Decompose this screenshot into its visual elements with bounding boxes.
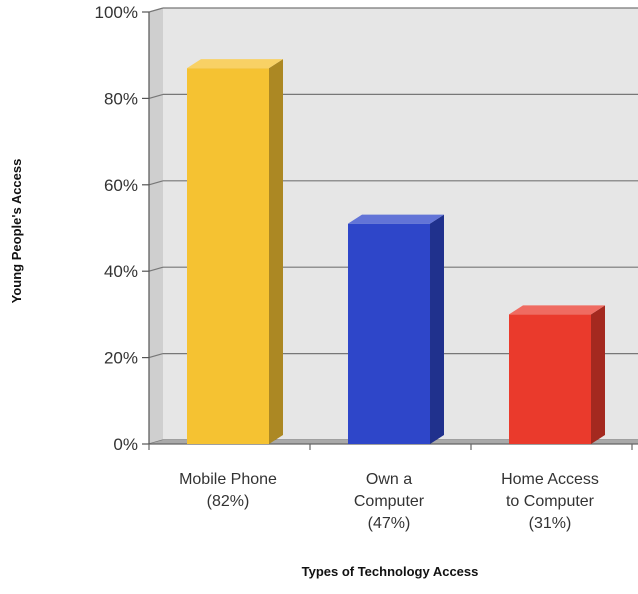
gridline-side <box>148 353 164 359</box>
x-tick-label-line: (47%) <box>368 515 411 532</box>
x-tick-label: Home Access to Computer (31%) <box>501 471 599 532</box>
bar <box>187 68 269 444</box>
x-tick-label: Mobile Phone (82%) <box>179 471 277 510</box>
y-axis: 0% 20% 40% 60% 80% 100% <box>95 3 633 454</box>
x-tick-label-line: Mobile Phone <box>179 471 277 488</box>
side-wall <box>149 8 163 444</box>
y-tick-label: 60% <box>104 176 138 195</box>
gridline-side <box>148 7 164 13</box>
y-axis-title: Young People's Access <box>9 159 24 304</box>
x-tick-label-line: to Computer <box>506 493 595 510</box>
gridline-side <box>148 180 164 186</box>
x-tick-label-line: Computer <box>354 493 425 510</box>
bar-top <box>187 59 283 69</box>
bars <box>187 59 605 444</box>
gridline-side <box>148 266 164 272</box>
x-tick-labels: Mobile Phone (82%) Own a Computer (47%) Home … <box>179 471 599 532</box>
x-axis-title: Types of Technology Access <box>302 564 479 579</box>
y-tick-label: 20% <box>104 349 138 368</box>
bar-side <box>269 59 283 444</box>
x-tick-label-line: (31%) <box>529 515 572 532</box>
x-tick-label-line: Home Access <box>501 471 599 488</box>
y-tick-label: 40% <box>104 262 138 281</box>
bar-side <box>591 305 605 444</box>
bar-top <box>509 305 605 315</box>
x-tick-label-line: (82%) <box>207 493 250 510</box>
bar-top <box>348 214 444 224</box>
x-tick-label-line: Own a <box>366 471 412 488</box>
gridline-side <box>148 93 164 99</box>
y-tick-label: 100% <box>95 3 138 22</box>
y-tick-label: 0% <box>113 435 138 454</box>
x-tick-label: Own a Computer (47%) <box>354 471 425 532</box>
bar <box>348 223 430 444</box>
bar-side <box>430 214 444 444</box>
bar <box>509 314 591 444</box>
y-tick-label: 80% <box>104 89 138 108</box>
